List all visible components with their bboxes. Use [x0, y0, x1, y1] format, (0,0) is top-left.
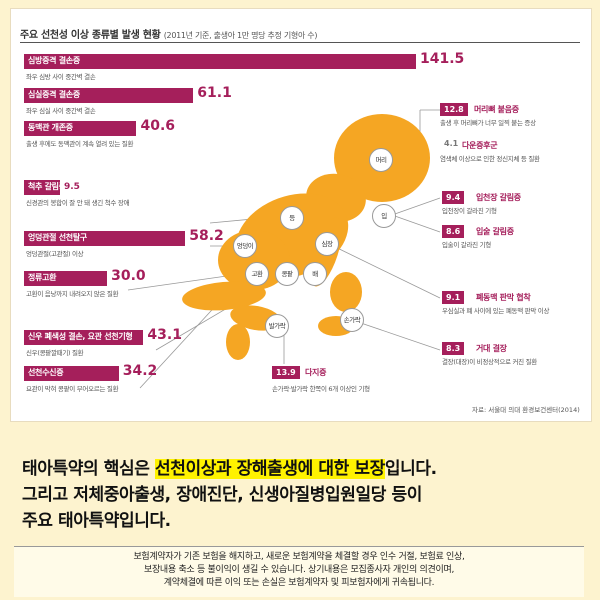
bar-value: 58.2	[189, 228, 224, 244]
condition-label: 입천장 갈림증	[476, 193, 521, 202]
bar: 정류고환 30.0	[24, 268, 146, 286]
condition-description: 출생 후 머리뼈가 너무 일찍 붙는 증상	[440, 119, 536, 127]
bar-label: 척추 갈림증	[28, 182, 66, 191]
title-rule	[20, 42, 580, 43]
bar: 엉덩관절 선천탈구 58.2	[24, 228, 224, 246]
condition-description: 우심실과 폐 사이에 있는 폐동맥 판막 이상	[442, 307, 550, 315]
value-chip: 12.8	[440, 103, 468, 116]
bar-description: 신경관의 봉합이 잘 안 돼 생긴 척수 장애	[26, 199, 130, 207]
body-part-label: 발가락	[265, 314, 289, 338]
condition-label: 거대 결장	[476, 344, 507, 353]
source-note: 자료: 서울대 의대 환경보건센터(2014)	[472, 406, 580, 414]
bar-label: 동맥관 개존증	[28, 123, 73, 132]
body-part-label: 손가락	[340, 308, 364, 332]
bar-description: 출생 후에도 동맥관이 계속 열려 있는 질환	[26, 140, 134, 148]
bar-value: 40.6	[140, 118, 176, 134]
condition-label: 입술 갈림증	[476, 227, 514, 236]
chart-title-text: 주요 선천성 이상 종류별 발생 현황	[20, 30, 161, 41]
bar: 신우 폐색성 결손, 요관 선천기형 43.1	[24, 327, 182, 345]
headline-highlight: 선천이상과 장해출생에 대한 보장	[154, 459, 385, 479]
condition-label: 폐동맥 판막 협착	[476, 293, 531, 302]
condition-description: 손가락·발가락 한쪽이 6개 이상인 기형	[272, 385, 370, 393]
headline: 태아특약의 핵심은 선천이상과 장해출생에 대한 보장입니다. 그리고 저체중아…	[22, 456, 437, 534]
body-part-label: 콩팥	[275, 262, 299, 286]
value-chip: 8.6	[442, 225, 465, 238]
headline-line3: 주요 태아특약입니다.	[22, 511, 171, 531]
condition-label: 다지증	[305, 368, 327, 377]
bar-label: 정류고환	[28, 273, 57, 282]
bar-label: 심실중격 결손증	[28, 90, 80, 99]
body-part-label: 배	[303, 262, 327, 286]
bar-value: 30.0	[111, 268, 146, 284]
body-part-label: 등	[280, 206, 304, 230]
bar-value: 34.2	[122, 363, 158, 379]
condition-description: 입천장이 갈라진 기형	[442, 207, 497, 215]
bar-label: 엉덩관절 선천탈구	[28, 233, 87, 242]
bar-value: 9.5	[64, 182, 80, 192]
bar-label: 신우 폐색성 결손, 요관 선천기형	[28, 332, 133, 341]
condition-description: 염색체 이상으로 인한 정신지체 등 질환	[440, 155, 540, 163]
headline-line1-post: 입니다.	[384, 459, 437, 479]
headline-line2: 그리고 저체중아출생, 장애진단, 신생아질병입원일당 등이	[22, 485, 422, 505]
condition-label: 머리뼈 붙음증	[474, 105, 519, 114]
chart-title: 주요 선천성 이상 종류별 발생 현황 (2011년 기준, 출생아 1만 명당…	[20, 26, 317, 41]
bar-description: 고환이 음낭까지 내려오지 않은 질환	[26, 290, 119, 298]
bar: 심방중격 결손증 141.5	[24, 51, 464, 69]
bar-value: 61.1	[197, 85, 232, 101]
bar-label: 선천수신증	[28, 368, 64, 377]
bar-value: 141.5	[420, 51, 465, 67]
value-chip: 8.3	[442, 342, 465, 355]
headline-line1-pre: 태아특약의 핵심은	[22, 459, 155, 479]
value-chip: 9.4	[442, 191, 465, 204]
disclaimer-line3: 계약체결에 따른 이익 또는 손실은 보험계약자 및 피보험자에게 귀속됩니다.	[163, 578, 435, 588]
condition-label: 다운증후군	[462, 141, 498, 150]
condition-description: 입술이 갈라진 기형	[442, 241, 491, 249]
disclaimer-box: 보험계약자가 기존 보험을 해지하고, 새로운 보험계약을 체결할 경우 인수 …	[14, 546, 584, 597]
bar: 선천수신증 34.2	[24, 363, 157, 381]
disclaimer-line1: 보험계약자가 기존 보험을 해지하고, 새로운 보험계약을 체결할 경우 인수 …	[133, 552, 465, 562]
value-chip: 4.1	[444, 139, 459, 148]
body-part-label: 고환	[245, 262, 269, 286]
value-chip: 9.1	[442, 291, 465, 304]
body-part-label: 입	[372, 204, 396, 228]
bar-description: 좌우 심실 사이 중간벽 결손	[26, 107, 96, 115]
bar-description: 신우(콩팥깔때기) 질환	[26, 349, 84, 357]
value-chip: 13.9	[272, 366, 300, 379]
chart-subtitle: (2011년 기준, 출생아 1만 명당 추정 기형아 수)	[163, 31, 318, 40]
bar-value: 43.1	[147, 327, 182, 343]
bar: 동맥관 개존증 40.6	[24, 118, 175, 136]
bar: 척추 갈림증 9.5	[24, 180, 80, 195]
bar: 심실중격 결손증 61.1	[24, 85, 232, 103]
bar-description: 엉덩관절(고관절) 이상	[26, 250, 84, 258]
bar-label: 심방중격 결손증	[28, 56, 80, 65]
condition-description: 결장(대장)이 비정상적으로 커진 질환	[442, 358, 537, 366]
bar-description: 요관이 막혀 콩팥이 부어오르는 질환	[26, 385, 119, 393]
bar-description: 좌우 심방 사이 중간벽 결손	[26, 73, 96, 81]
body-part-label: 엉덩이	[233, 234, 257, 258]
body-part-label: 심장	[315, 232, 339, 256]
body-part-label: 머리	[369, 148, 393, 172]
disclaimer-line2: 보장내용 축소 등 불이익이 생길 수 있습니다. 상기내용은 모집종사자 개인…	[143, 565, 455, 575]
